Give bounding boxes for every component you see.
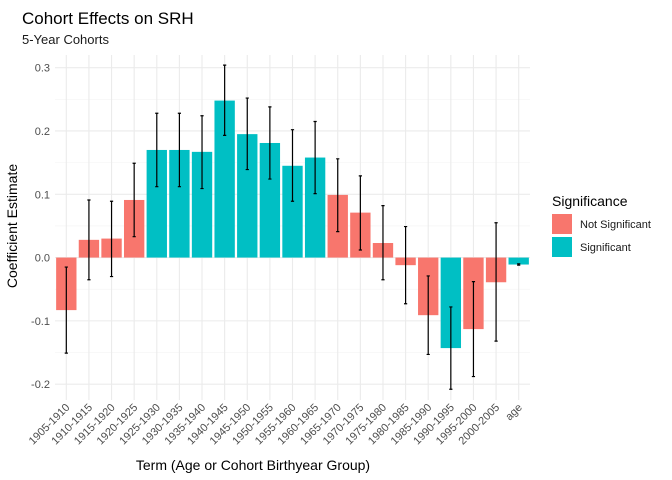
bar-1955-1960 bbox=[282, 165, 303, 258]
legend-title: Significance bbox=[552, 193, 628, 209]
error-bar-1925-1930 bbox=[155, 112, 159, 188]
error-bar-1995-2000 bbox=[471, 281, 476, 378]
y-tick-label: 0.1 bbox=[35, 189, 50, 201]
error-bar-1935-1940 bbox=[200, 115, 204, 190]
bar-1935-1940 bbox=[191, 151, 213, 258]
error-bar-1965-1970 bbox=[336, 158, 340, 233]
bar-1930-1935 bbox=[169, 149, 190, 258]
bar-1950-1955 bbox=[259, 142, 281, 258]
x-axis-title: Term (Age or Cohort Birthyear Group) bbox=[136, 457, 370, 473]
error-bar-2000-2005 bbox=[494, 222, 498, 342]
error-bar-1970-1975 bbox=[358, 175, 362, 251]
bar-1940-1945 bbox=[214, 100, 235, 258]
error-bar-1910-1915 bbox=[87, 199, 91, 281]
bars bbox=[56, 100, 529, 349]
y-tick-label: -0.1 bbox=[31, 316, 50, 328]
y-tick-label: 0.2 bbox=[35, 126, 50, 138]
bar-1990-1995 bbox=[440, 257, 462, 349]
bar-age bbox=[508, 257, 529, 265]
error-bars bbox=[64, 64, 521, 390]
error-bar-1975-1980 bbox=[381, 205, 385, 281]
y-tick-label: 0.0 bbox=[35, 253, 50, 265]
error-bar-1940-1945 bbox=[223, 64, 227, 136]
error-bar-1955-1960 bbox=[290, 129, 295, 202]
error-bar-1980-1985 bbox=[403, 225, 408, 305]
y-tick-label: 0.3 bbox=[35, 63, 50, 75]
y-tick-label: -0.2 bbox=[31, 379, 50, 391]
legend-swatch-not-significant bbox=[552, 214, 572, 234]
error-bar-age bbox=[517, 263, 521, 266]
error-bar-1985-1990 bbox=[426, 275, 430, 356]
bar-1945-1950 bbox=[237, 134, 258, 258]
error-bar-1905-1910 bbox=[64, 266, 68, 354]
error-bar-1990-1995 bbox=[449, 306, 453, 390]
error-bar-1945-1950 bbox=[245, 97, 249, 171]
error-bar-1920-1925 bbox=[132, 162, 136, 238]
bar-1925-1930 bbox=[146, 149, 167, 258]
legend: Significance Not Significant Significant bbox=[552, 193, 651, 257]
y-axis-ticks: -0.2 -0.1 0.0 0.1 0.2 0.3 bbox=[31, 63, 50, 392]
legend-label-not-significant: Not Significant bbox=[580, 219, 651, 231]
y-axis-title: Coefficient Estimate bbox=[4, 164, 20, 288]
bar-1960-1965 bbox=[304, 157, 326, 258]
legend-swatch-significant bbox=[552, 237, 572, 257]
error-bar-1960-1965 bbox=[313, 120, 317, 195]
error-bar-1950-1955 bbox=[268, 106, 272, 180]
x-axis-ticks: 1905-19101910-19151915-19201920-19251925… bbox=[27, 402, 525, 448]
legend-label-significant: Significant bbox=[580, 242, 631, 254]
error-bar-1930-1935 bbox=[177, 112, 182, 188]
chart-title: Cohort Effects on SRH bbox=[22, 9, 194, 28]
error-bar-1915-1920 bbox=[109, 200, 114, 278]
chart-subtitle: 5-Year Cohorts bbox=[22, 32, 109, 47]
x-tick-label: age bbox=[503, 402, 524, 423]
